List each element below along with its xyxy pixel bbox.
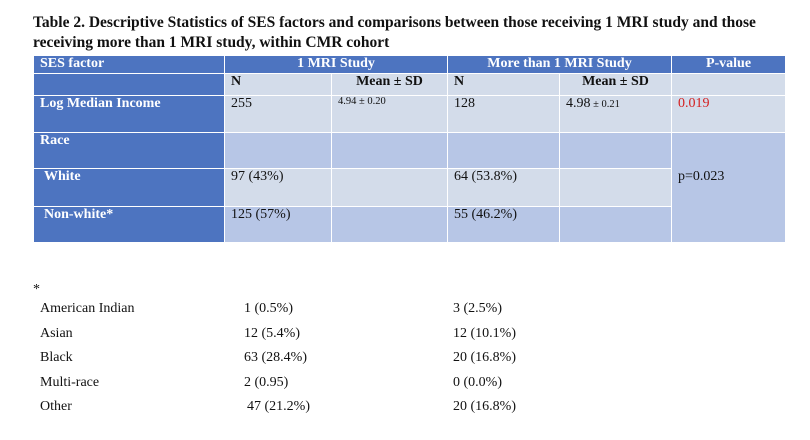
row-label: Race	[33, 132, 225, 169]
row-label: Non-white*	[33, 206, 225, 243]
cell-mean-group2: 4.98 ± 0.21	[559, 95, 672, 133]
subheader-empty	[33, 73, 225, 96]
cell-empty	[559, 206, 672, 243]
table-title: Table 2. Descriptive Statistics of SES f…	[33, 14, 756, 51]
mean-value: 4.98	[566, 96, 591, 111]
cell-mean-group1: 4.94 ± 0.20	[331, 95, 448, 133]
footnote-group2: 20 (16.8%)	[453, 399, 516, 415]
footnote-row: Other 47 (21.2%) 20 (16.8%)	[40, 395, 603, 420]
header-ses-factor: SES factor	[33, 55, 225, 74]
cell-empty	[224, 132, 332, 169]
footnote-group1: 63 (28.4%)	[244, 350, 307, 366]
cell-empty	[559, 132, 672, 169]
table-row-race: Race p=0.023	[33, 132, 786, 243]
footnote-group2: 12 (10.1%)	[453, 325, 516, 341]
cell-n-group1: 97 (43%)	[224, 168, 332, 207]
cell-empty	[447, 132, 560, 169]
cell-n-group2: 55 (46.2%)	[447, 206, 560, 243]
footnote-marker: *	[33, 282, 40, 297]
table-row-non-white: Non-white* 125 (57%) 55 (46.2%)	[33, 206, 786, 243]
row-label: White	[33, 168, 225, 207]
header-group-more-than-1-mri: More than 1 MRI Study	[447, 55, 672, 74]
subheader-mean-group1: Mean ± SD	[331, 73, 448, 96]
footnote-group2: 20 (16.8%)	[453, 350, 516, 366]
table-row-white: White 97 (43%) 64 (53.8%)	[33, 168, 786, 207]
footnote-group1: 47 (21.2%)	[247, 399, 310, 415]
footnote-group1: 2 (0.95)	[244, 374, 289, 390]
footnote-label: Black	[40, 350, 73, 366]
cell-empty	[331, 168, 448, 207]
footnote-table: American Indian 1 (0.5%) 3 (2.5%) Asian …	[40, 297, 603, 420]
footnote-row: Black 63 (28.4%) 20 (16.8%)	[40, 346, 603, 371]
cell-n-group1: 125 (57%)	[224, 206, 332, 243]
sd-value: ± 0.21	[590, 99, 620, 110]
table-subheader-row: N Mean ± SD N Mean ± SD	[33, 73, 786, 96]
subheader-n-group1: N	[224, 73, 332, 96]
table-row-log-median-income: Log Median Income 255 4.94 ± 0.20 128 4.…	[33, 95, 786, 133]
cell-empty	[559, 168, 672, 207]
footnote-row: Multi-race 2 (0.95) 0 (0.0%)	[40, 371, 603, 396]
footnote-group2: 0 (0.0%)	[453, 374, 502, 390]
cell-empty	[331, 132, 448, 169]
cell-n-group2: 128	[447, 95, 560, 133]
footnote-group1: 1 (0.5%)	[244, 301, 293, 317]
footnote-row: American Indian 1 (0.5%) 3 (2.5%)	[40, 297, 603, 322]
footnote-label: American Indian	[40, 301, 135, 317]
subheader-mean-group2: Mean ± SD	[559, 73, 672, 96]
footnote-group1: 12 (5.4%)	[244, 325, 300, 341]
footnote-row: Asian 12 (5.4%) 12 (10.1%)	[40, 322, 603, 347]
footnote-label: Multi-race	[40, 374, 100, 390]
statistics-table: SES factor 1 MRI Study More than 1 MRI S…	[33, 55, 786, 243]
cell-n-group1: 255	[224, 95, 332, 133]
cell-p-value: 0.019	[671, 95, 786, 133]
row-label: Log Median Income	[33, 95, 225, 133]
subheader-pvalue-empty	[671, 73, 786, 96]
footnote-group2: 3 (2.5%)	[453, 301, 502, 317]
header-group-1-mri: 1 MRI Study	[224, 55, 448, 74]
header-p-value: P-value	[671, 55, 786, 74]
footnote-label: Other	[40, 399, 72, 415]
footnote-label: Asian	[40, 325, 73, 341]
table-header-row: SES factor 1 MRI Study More than 1 MRI S…	[33, 55, 786, 74]
cell-p-value-race: p=0.023	[671, 132, 786, 243]
subheader-n-group2: N	[447, 73, 560, 96]
cell-n-group2: 64 (53.8%)	[447, 168, 560, 207]
cell-empty	[331, 206, 448, 243]
